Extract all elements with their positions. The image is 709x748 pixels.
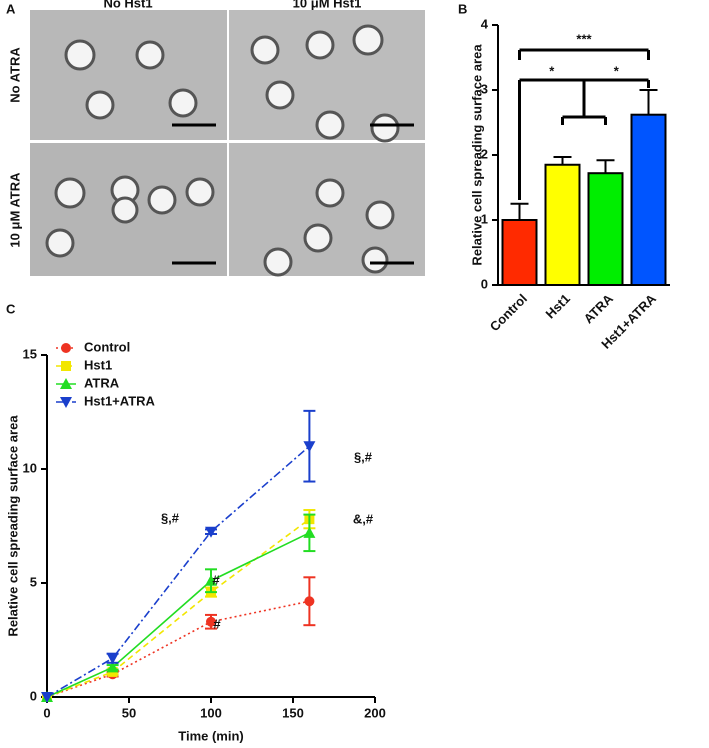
panel-label: C [6,301,16,316]
marker [206,616,216,627]
bar [501,219,538,286]
annotation: §,# [354,449,373,464]
x-axis-label: Time (min) [178,728,244,743]
x-tick-label: 200 [364,705,386,720]
x-tick-label: 100 [200,705,222,720]
y-tick-label: 15 [23,346,37,361]
marker [303,441,316,453]
row-label: 10 μM ATRA [7,172,22,248]
significance-mark: *** [576,31,592,46]
panel-label: B [458,1,467,16]
marker [60,397,72,408]
marker [61,343,71,353]
marker [304,596,315,607]
panel-label: A [6,1,16,16]
x-tick-label: Hst1 [543,291,574,322]
marker [106,653,119,665]
marker [205,574,217,586]
y-axis-label: Relative cell spreading surface area [5,415,20,637]
micrograph-panel: A No Hst1 10 μM Hst1 No ATRA 10 μM ATRA [6,0,425,277]
legend-label: Hst1 [84,357,112,372]
marker [41,692,53,703]
legend-label: ATRA [84,375,120,390]
y-tick-label: 1 [481,211,488,226]
x-tick-label: 150 [282,705,304,720]
marker [106,661,119,673]
column-label: 10 μM Hst1 [293,0,362,10]
annotation: # [213,616,221,631]
legend-label: Hst1+ATRA [84,393,156,408]
x-tick-label: Control [487,291,530,334]
marker [60,378,72,389]
x-tick-label: ATRA [581,291,617,327]
y-axis-label: Relative cell spreading surface area [469,44,484,266]
series-line [46,445,310,698]
y-tick-label: 0 [481,276,488,291]
series-line [46,532,310,698]
column-label: No Hst1 [103,0,152,10]
significance-mark: * [549,63,555,78]
marker [61,361,71,371]
annotation: §,# [161,510,180,525]
marker [303,526,316,538]
y-tick-label: 4 [481,16,489,31]
cells [45,24,400,277]
significance-mark: * [614,63,620,78]
y-tick-label: 10 [23,460,37,475]
micrograph [30,10,227,140]
bar [630,113,667,286]
y-tick-label: 3 [481,81,488,96]
y-tick-label: 5 [30,574,37,589]
y-tick-label: 2 [481,146,488,161]
legend-label: Control [84,339,130,354]
bar [544,163,581,286]
y-tick-label: 0 [30,688,37,703]
bar [587,172,624,286]
scale-bars [172,123,414,265]
annotation: # [212,572,220,587]
row-label: No ATRA [7,47,22,103]
series-line [46,518,310,698]
x-tick-label: 0 [43,705,50,720]
marker [205,526,217,538]
series-line [46,600,310,698]
annotation: &,# [353,511,374,526]
micrograph [229,143,425,276]
x-tick-label: 50 [122,705,136,720]
